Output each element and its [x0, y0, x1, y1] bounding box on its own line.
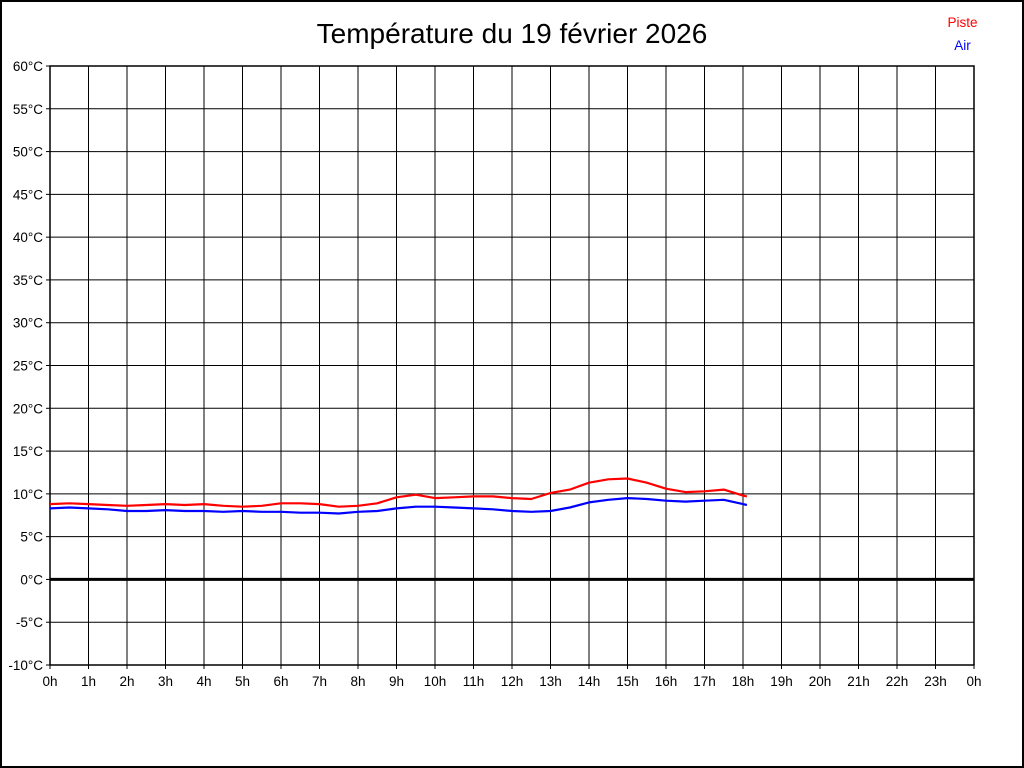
y-tick-label: 5°C [20, 530, 43, 545]
y-tick-label: 45°C [13, 187, 43, 202]
x-tick-label: 7h [312, 674, 327, 689]
y-tick-label: 20°C [13, 401, 43, 416]
x-tick-label: 21h [847, 674, 870, 689]
plot-border [49, 65, 975, 666]
y-tick-label: 30°C [13, 316, 43, 331]
series-line-piste [49, 477, 748, 508]
x-tick-label: 1h [81, 674, 96, 689]
series-line-air [49, 497, 748, 515]
y-tick-label: 10°C [13, 487, 43, 502]
x-tick-label: 12h [501, 674, 524, 689]
x-tick-label: 2h [119, 674, 134, 689]
x-tick-label: 11h [463, 674, 485, 689]
y-tick-label: 0°C [20, 572, 43, 587]
x-tick-label: 23h [924, 674, 947, 689]
x-tick-label: 10h [424, 674, 447, 689]
x-tick-label: 19h [770, 674, 793, 689]
chart-title: Température du 19 février 2026 [316, 18, 708, 49]
x-tick-label: 18h [732, 674, 755, 689]
x-tick-label: 0h [966, 674, 981, 689]
x-tick-label: 15h [616, 674, 639, 689]
y-tick-label: 40°C [13, 230, 43, 245]
legend-item-piste: Piste [947, 15, 978, 30]
x-tick-label: 5h [235, 674, 250, 689]
y-tick-label: 35°C [13, 273, 43, 288]
x-tick-label: 9h [389, 674, 404, 689]
x-tick-label: 17h [693, 674, 716, 689]
x-tick-label: 4h [196, 674, 211, 689]
y-tick-label: -5°C [16, 615, 43, 630]
y-tick-label: 60°C [13, 59, 43, 74]
x-tick-label: 13h [539, 674, 562, 689]
legend-item-air: Air [954, 38, 971, 53]
y-tick-label: 15°C [13, 444, 43, 459]
y-tick-label: 55°C [13, 102, 43, 117]
x-tick-label: 6h [273, 674, 288, 689]
x-tick-label: 22h [886, 674, 909, 689]
legend: Piste Air [925, 11, 1000, 57]
x-tick-label: 14h [578, 674, 601, 689]
x-tick-label: 16h [655, 674, 678, 689]
x-tick-label: 0h [42, 674, 57, 689]
y-tick-label: 25°C [13, 359, 43, 374]
x-tick-label: 3h [158, 674, 173, 689]
y-tick-label: -10°C [8, 658, 43, 673]
x-tick-label: 8h [350, 674, 365, 689]
y-tick-label: 50°C [13, 145, 43, 160]
x-tick-label: 20h [809, 674, 832, 689]
